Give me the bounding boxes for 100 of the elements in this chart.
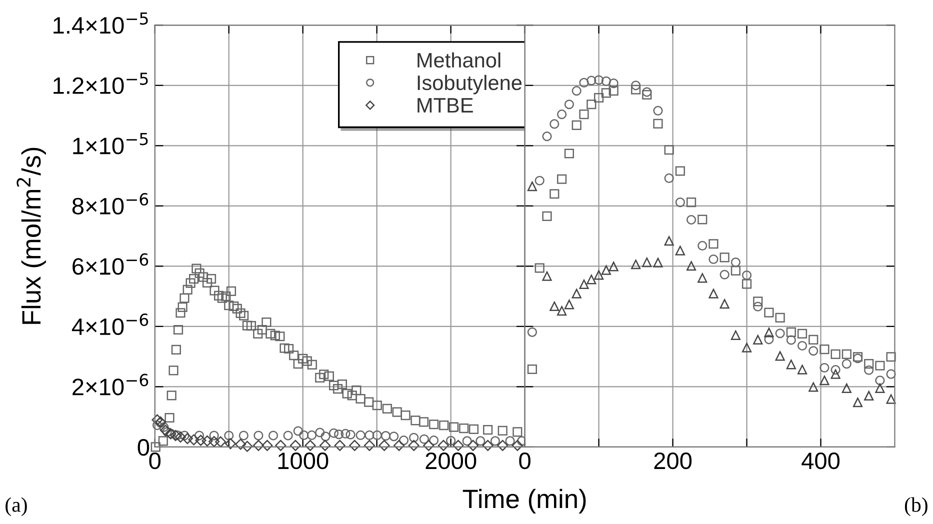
point — [608, 86, 618, 96]
point — [753, 296, 763, 306]
y-tick-label: 4×10$^{−6}$ — [72, 314, 148, 336]
y-tick-label: 1.2×10$^{−5}$ — [54, 72, 148, 94]
point — [830, 369, 840, 379]
point — [686, 215, 696, 225]
point — [664, 173, 674, 184]
point — [534, 176, 544, 186]
point — [557, 306, 567, 316]
point — [864, 390, 874, 401]
point — [698, 240, 708, 250]
point — [594, 270, 604, 280]
point — [686, 261, 696, 271]
text: (a) — [6, 497, 27, 516]
point — [797, 364, 808, 374]
point — [820, 344, 830, 354]
point — [642, 90, 652, 100]
x-tick-label: 200 — [654, 452, 692, 470]
point — [653, 258, 663, 268]
point — [608, 262, 618, 272]
point — [642, 87, 652, 97]
x-tick-label: 0 — [149, 452, 161, 470]
point — [601, 88, 611, 98]
point — [730, 257, 740, 268]
point — [886, 394, 896, 404]
point — [708, 254, 718, 264]
point — [631, 260, 641, 270]
y-tick-label: 1×10$^{−5}$ — [73, 132, 148, 154]
point — [675, 246, 685, 256]
point — [753, 302, 763, 312]
point — [601, 76, 611, 86]
point — [572, 86, 582, 96]
point — [594, 92, 604, 103]
point — [830, 349, 840, 359]
point — [542, 211, 552, 221]
point — [775, 351, 785, 361]
point — [875, 383, 885, 394]
y-tick-label: 2×10$^{−6}$ — [72, 374, 148, 396]
point — [608, 78, 618, 88]
point — [864, 365, 874, 375]
point — [708, 288, 718, 298]
point — [594, 75, 604, 85]
point — [653, 106, 663, 116]
point — [786, 360, 796, 370]
point — [875, 360, 885, 370]
point — [664, 236, 674, 246]
point — [852, 398, 863, 408]
point — [642, 257, 652, 268]
x-tick-label: 2000 — [426, 452, 476, 470]
point — [664, 145, 674, 155]
legend-label: Methanol — [418, 52, 500, 68]
point — [797, 328, 808, 338]
point — [557, 110, 567, 120]
point — [886, 369, 896, 379]
point — [579, 110, 589, 120]
point — [730, 266, 740, 276]
y-tick-label: 8×10$^{−6}$ — [72, 193, 148, 215]
point — [550, 119, 560, 129]
point — [631, 84, 641, 94]
point — [698, 273, 708, 283]
y-tick-label: 1.4×10$^{−5}$ — [54, 12, 148, 34]
point — [542, 132, 552, 142]
point — [550, 301, 560, 312]
point — [675, 198, 685, 208]
point — [631, 80, 641, 90]
point — [527, 364, 538, 374]
point — [797, 340, 808, 351]
point — [786, 335, 796, 345]
text: (b) — [904, 497, 928, 516]
point — [742, 342, 752, 352]
point — [820, 376, 830, 386]
point — [764, 308, 774, 318]
point — [572, 288, 582, 298]
point — [820, 362, 830, 373]
point — [542, 271, 552, 281]
point — [586, 100, 596, 110]
point — [534, 263, 544, 273]
y-tick-label: 0 — [138, 439, 150, 456]
point — [864, 359, 874, 369]
point — [808, 334, 818, 344]
point — [586, 76, 596, 86]
point — [808, 346, 818, 356]
point — [572, 120, 582, 130]
point — [775, 312, 785, 323]
y-axis-title: Flux (mol/m$^{2}$/s) — [16, 148, 46, 324]
point — [842, 383, 852, 394]
point — [564, 300, 574, 310]
point — [579, 279, 589, 290]
point — [527, 182, 538, 192]
point — [786, 327, 796, 337]
legend-label: MTBE — [418, 98, 473, 112]
point — [708, 239, 718, 249]
x-axis-title: Time (min) — [462, 488, 586, 514]
point — [764, 328, 774, 338]
x-tick-label: 400 — [802, 452, 840, 470]
x-tick-label: 1000 — [278, 452, 328, 470]
point — [886, 352, 896, 362]
point — [564, 100, 574, 110]
point — [601, 265, 611, 275]
point — [753, 334, 763, 344]
